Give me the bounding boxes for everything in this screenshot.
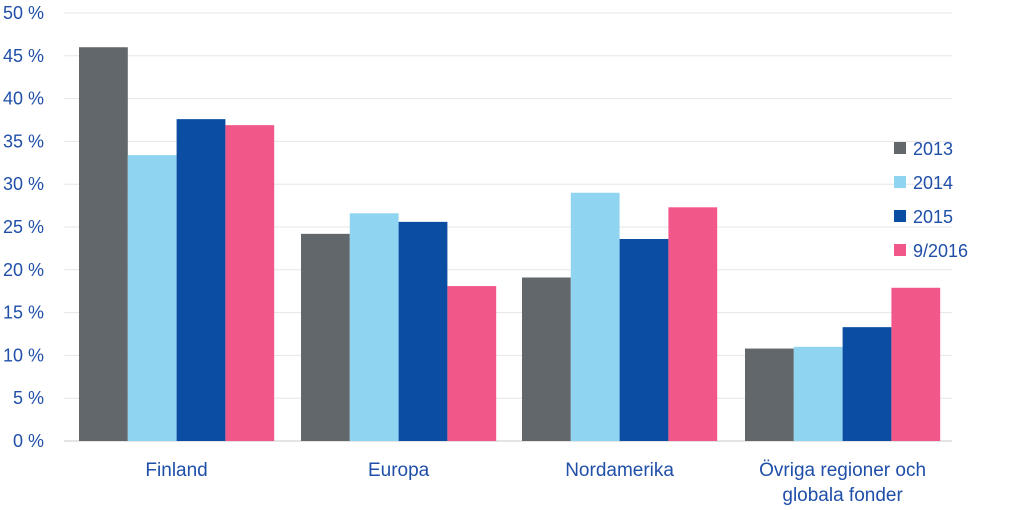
bar-2015-3 [842, 327, 892, 441]
x-category-label: Övriga regioner och [759, 460, 926, 481]
bars [79, 47, 941, 442]
bar-2013-3 [745, 348, 794, 441]
y-tick-label: 5 % [13, 388, 44, 408]
bar-9-2016-2 [668, 207, 718, 441]
bar-2014-0 [127, 155, 177, 441]
bar-2015-0 [176, 119, 226, 442]
legend-swatch [894, 210, 906, 222]
y-tick-label: 20 % [3, 260, 44, 280]
bar-2013-1 [301, 233, 350, 441]
legend-label: 2014 [913, 173, 953, 193]
legend-swatch [894, 142, 906, 154]
x-category-label: Europa [368, 460, 430, 481]
y-tick-label: 25 % [3, 217, 44, 237]
bar-9-2016-3 [891, 287, 941, 441]
legend-label: 2013 [913, 139, 953, 159]
legend-label: 2015 [913, 207, 953, 227]
bar-9-2016-0 [225, 125, 275, 442]
y-tick-label: 40 % [3, 89, 44, 109]
legend: 2013 2014 2015 9/2016 [894, 139, 968, 261]
y-axis-tick-labels: 0 % 5 % 10 % 15 % 20 % 25 % 30 % 35 % 40 % 45 % 50… [3, 3, 44, 451]
x-category-label: globala fonder [782, 485, 903, 506]
legend-swatch [894, 244, 906, 256]
x-category-label: Nordamerika [565, 460, 674, 481]
y-tick-label: 30 % [3, 174, 44, 194]
y-tick-label: 0 % [13, 431, 44, 451]
bar-9-2016-1 [447, 286, 497, 441]
y-tick-label: 45 % [3, 46, 44, 66]
legend-label: 9/2016 [913, 241, 968, 261]
legend-swatch [894, 176, 906, 188]
bar-2014-1 [349, 213, 399, 441]
bar-2013-2 [522, 277, 571, 441]
y-tick-label: 35 % [3, 131, 44, 151]
x-category-label: Finland [145, 460, 207, 481]
bar-2015-1 [398, 221, 448, 441]
bar-2014-2 [570, 192, 620, 441]
y-tick-label: 15 % [3, 303, 44, 323]
y-tick-label: 50 % [3, 3, 44, 23]
x-axis-category-labels: Finland Europa Nordamerika Övriga regioner … [145, 460, 926, 506]
y-tick-label: 10 % [3, 345, 44, 365]
bar-2015-2 [619, 238, 669, 441]
bar-2014-3 [793, 346, 843, 441]
bar-2013-0 [79, 47, 128, 442]
